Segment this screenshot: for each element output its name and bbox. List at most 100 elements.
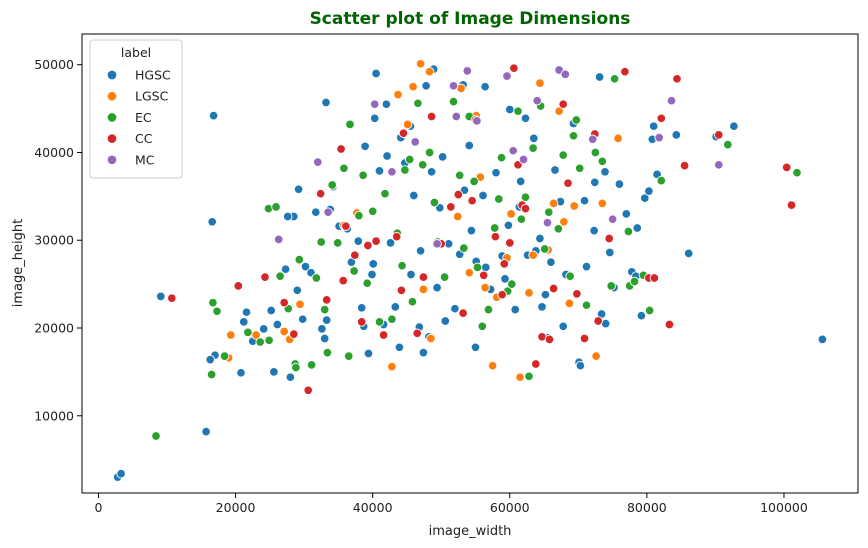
point-hgsc-114 bbox=[614, 179, 625, 189]
point-cc-2 bbox=[260, 272, 270, 282]
point-mc-20 bbox=[654, 132, 664, 143]
point-hgsc-80 bbox=[491, 167, 501, 178]
point-lgsc-1 bbox=[226, 330, 236, 340]
point-mc-0 bbox=[273, 234, 284, 245]
point-ec-75 bbox=[609, 74, 620, 84]
point-cc-44 bbox=[579, 333, 590, 344]
point-lgsc-25 bbox=[506, 209, 516, 219]
point-cc-49 bbox=[649, 273, 660, 283]
point-ec-8 bbox=[264, 335, 274, 346]
point-ec-61 bbox=[528, 143, 538, 153]
point-ec-31 bbox=[380, 188, 390, 199]
point-cc-8 bbox=[336, 144, 346, 154]
point-ec-69 bbox=[571, 115, 582, 125]
legend-label-lgsc: LGSC bbox=[135, 89, 169, 104]
x-axis-label: image_width bbox=[429, 524, 512, 539]
point-mc-7 bbox=[448, 81, 459, 91]
point-ec-67 bbox=[565, 271, 575, 281]
point-hgsc-13 bbox=[266, 305, 276, 316]
point-ec-36 bbox=[404, 154, 415, 165]
point-cc-31 bbox=[499, 259, 510, 269]
point-ec-43 bbox=[439, 272, 450, 282]
point-hgsc-63 bbox=[432, 282, 442, 293]
point-hgsc-97 bbox=[550, 165, 560, 175]
point-hgsc-106 bbox=[581, 261, 592, 272]
point-lgsc-15 bbox=[426, 333, 436, 344]
point-hgsc-99 bbox=[558, 321, 568, 332]
point-mc-9 bbox=[462, 66, 473, 76]
point-cc-40 bbox=[548, 283, 559, 294]
point-cc-29 bbox=[490, 231, 501, 242]
point-ec-22 bbox=[339, 163, 349, 174]
point-cc-24 bbox=[453, 189, 464, 200]
point-cc-21 bbox=[426, 111, 437, 122]
point-hgsc-74 bbox=[470, 342, 481, 353]
point-cc-3 bbox=[279, 297, 289, 308]
point-cc-16 bbox=[391, 231, 402, 242]
point-hgsc-40 bbox=[367, 269, 377, 280]
point-cc-56 bbox=[786, 200, 797, 210]
point-ec-13 bbox=[291, 362, 301, 373]
point-hgsc-22 bbox=[297, 314, 308, 324]
point-mc-5 bbox=[410, 137, 420, 147]
point-ec-41 bbox=[429, 197, 440, 208]
point-hgsc-12 bbox=[258, 324, 269, 334]
point-ec-26 bbox=[354, 210, 364, 221]
point-mc-17 bbox=[560, 69, 571, 80]
point-hgsc-121 bbox=[644, 186, 654, 196]
point-ec-49 bbox=[472, 262, 483, 273]
point-hgsc-42 bbox=[369, 113, 380, 124]
point-ec-28 bbox=[362, 278, 372, 288]
point-ec-74 bbox=[606, 281, 616, 291]
point-ec-71 bbox=[581, 300, 592, 310]
point-ec-56 bbox=[507, 279, 517, 289]
point-hgsc-25 bbox=[311, 207, 321, 217]
point-hgsc-47 bbox=[382, 151, 392, 161]
point-ec-19 bbox=[322, 347, 333, 358]
point-hgsc-29 bbox=[321, 97, 331, 108]
point-lgsc-33 bbox=[559, 217, 569, 227]
point-ec-58 bbox=[516, 214, 527, 224]
point-hgsc-50 bbox=[394, 342, 405, 353]
point-lgsc-10 bbox=[402, 119, 413, 130]
point-ec-65 bbox=[553, 224, 564, 234]
point-hgsc-93 bbox=[537, 302, 547, 312]
point-hgsc-5 bbox=[156, 291, 166, 302]
point-ec-76 bbox=[623, 226, 634, 237]
point-cc-32 bbox=[505, 238, 515, 248]
point-mc-3 bbox=[369, 99, 380, 109]
point-mc-10 bbox=[472, 116, 482, 126]
point-mc-14 bbox=[532, 95, 542, 106]
point-ec-21 bbox=[332, 238, 343, 248]
point-hgsc-9 bbox=[239, 317, 249, 327]
point-hgsc-8 bbox=[236, 368, 246, 378]
point-hgsc-108 bbox=[589, 225, 599, 236]
point-cc-51 bbox=[664, 319, 675, 330]
point-cc-10 bbox=[341, 221, 351, 231]
point-hgsc-57 bbox=[415, 246, 426, 256]
point-lgsc-36 bbox=[591, 351, 601, 361]
y-axis-label: image_height bbox=[11, 219, 26, 307]
legend: label HGSC LGSC EC CC MC bbox=[89, 39, 183, 179]
point-ec-52 bbox=[489, 223, 500, 233]
point-lgsc-34 bbox=[564, 298, 575, 309]
point-cc-17 bbox=[396, 285, 407, 296]
point-cc-41 bbox=[558, 99, 568, 109]
legend-label-cc: CC bbox=[135, 131, 153, 146]
point-hgsc-94 bbox=[540, 289, 551, 300]
point-ec-64 bbox=[544, 207, 554, 217]
chart-title: Scatter plot of Image Dimensions bbox=[310, 9, 631, 29]
point-ec-70 bbox=[574, 163, 585, 174]
point-hgsc-110 bbox=[600, 167, 610, 177]
point-cc-53 bbox=[679, 160, 690, 171]
point-lgsc-32 bbox=[554, 106, 564, 116]
point-ec-48 bbox=[469, 176, 479, 187]
point-hgsc-72 bbox=[464, 140, 475, 151]
point-hgsc-37 bbox=[360, 141, 370, 152]
point-hgsc-68 bbox=[450, 303, 460, 314]
point-cc-30 bbox=[497, 289, 507, 300]
point-cc-6 bbox=[315, 188, 326, 199]
point-hgsc-44 bbox=[374, 166, 385, 176]
point-hgsc-36 bbox=[356, 303, 367, 313]
y-axis-ticks: 10000 20000 30000 40000 50000 bbox=[34, 57, 82, 423]
